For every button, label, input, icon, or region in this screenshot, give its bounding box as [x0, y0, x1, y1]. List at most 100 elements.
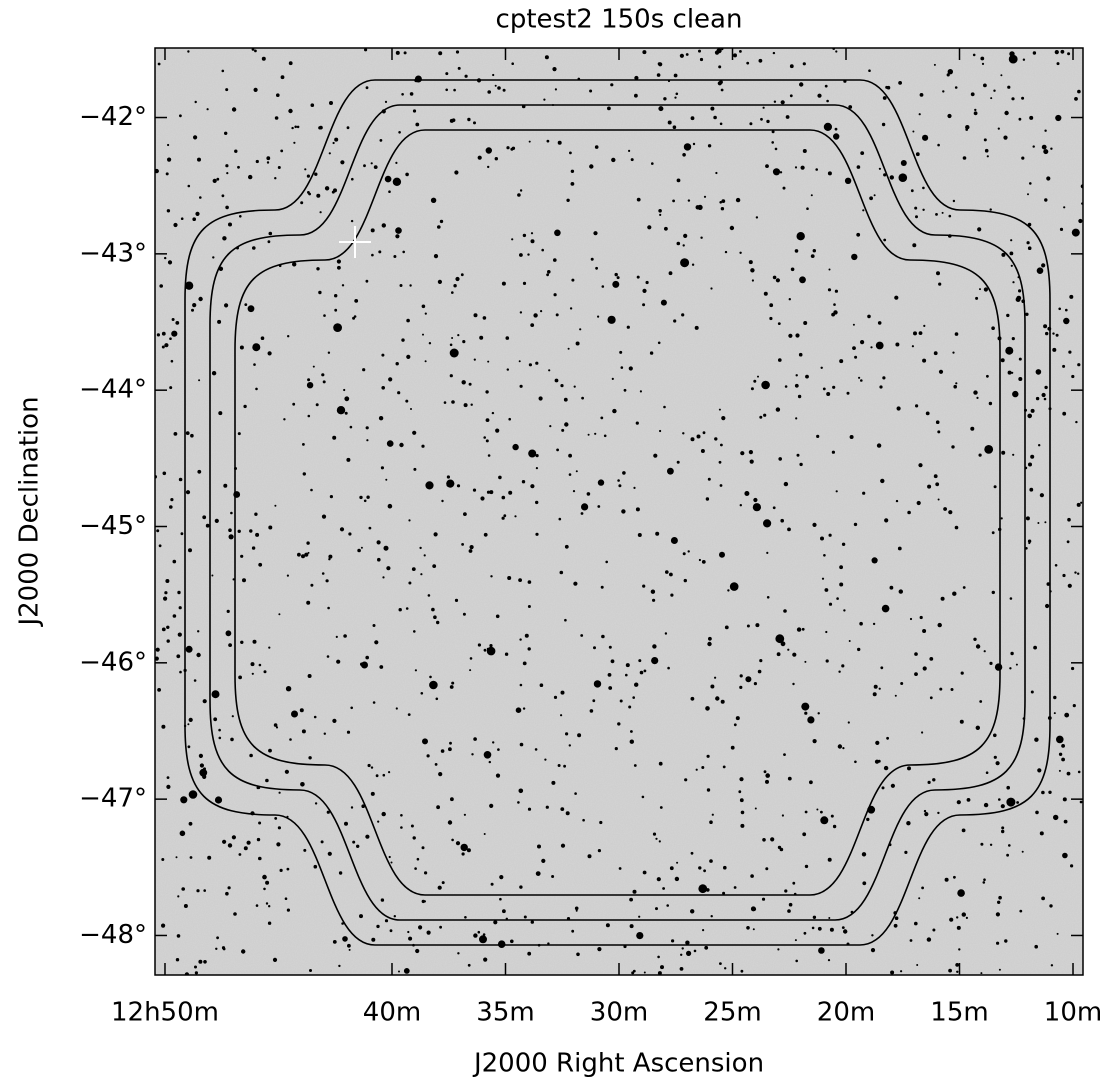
source	[927, 484, 932, 489]
source	[894, 295, 899, 300]
source	[522, 661, 527, 666]
source	[251, 672, 254, 675]
source	[263, 887, 266, 891]
source	[194, 965, 197, 969]
source	[501, 495, 506, 500]
source	[1021, 850, 1024, 853]
source	[501, 516, 505, 520]
source	[746, 624, 750, 628]
source	[719, 962, 722, 965]
source	[286, 574, 289, 577]
source	[724, 967, 727, 970]
source	[483, 957, 488, 962]
source	[882, 96, 887, 100]
source	[366, 495, 370, 499]
source	[605, 560, 608, 564]
source	[1011, 371, 1014, 374]
source	[906, 821, 911, 826]
source	[610, 659, 615, 664]
source	[721, 416, 726, 421]
source	[1012, 453, 1015, 456]
source	[965, 916, 969, 920]
source	[986, 374, 989, 378]
source	[937, 430, 941, 434]
source	[350, 806, 354, 809]
source	[483, 833, 486, 835]
source	[293, 141, 296, 144]
source	[682, 153, 686, 157]
source	[306, 541, 310, 545]
source	[974, 108, 977, 112]
source	[408, 519, 411, 522]
source	[1021, 156, 1025, 160]
source	[916, 500, 921, 506]
source	[553, 293, 557, 297]
source	[455, 50, 460, 54]
source	[618, 867, 622, 870]
source	[407, 713, 411, 716]
source	[462, 340, 466, 344]
source	[983, 287, 989, 292]
source	[693, 949, 697, 953]
source	[339, 527, 345, 532]
source	[846, 391, 850, 395]
source	[171, 318, 175, 321]
source	[952, 351, 955, 354]
source	[593, 680, 602, 688]
source	[827, 857, 832, 862]
source	[572, 490, 576, 493]
source	[912, 243, 917, 248]
source	[217, 319, 222, 324]
source	[407, 930, 410, 934]
source	[199, 768, 208, 777]
source	[1050, 964, 1054, 967]
source	[1072, 704, 1076, 708]
source	[380, 466, 384, 470]
source	[570, 169, 575, 173]
source	[346, 126, 350, 130]
source	[763, 770, 767, 774]
source	[203, 960, 207, 964]
source	[1027, 413, 1032, 419]
source	[665, 570, 669, 574]
pointing-cross	[339, 226, 371, 258]
source	[1004, 939, 1008, 943]
source	[662, 887, 665, 890]
source	[798, 352, 803, 357]
source	[826, 99, 829, 103]
source	[739, 798, 744, 803]
source	[368, 526, 372, 530]
source	[942, 90, 945, 93]
source	[161, 923, 166, 928]
source	[395, 362, 399, 366]
source	[471, 753, 474, 756]
source	[564, 422, 569, 427]
source	[1065, 308, 1068, 312]
source	[985, 771, 989, 774]
source	[255, 532, 260, 537]
source	[634, 93, 638, 98]
source	[639, 670, 644, 675]
source	[405, 172, 409, 177]
source	[656, 877, 661, 882]
source	[225, 164, 229, 168]
source	[1056, 932, 1059, 935]
source	[748, 260, 753, 265]
source	[954, 86, 958, 89]
source	[751, 279, 755, 282]
source	[774, 147, 778, 151]
source	[870, 346, 873, 349]
source	[487, 360, 490, 363]
source	[789, 64, 794, 69]
source	[576, 952, 580, 957]
source	[861, 852, 867, 857]
source	[912, 130, 915, 133]
source	[360, 546, 363, 549]
source	[211, 371, 217, 376]
source	[483, 751, 492, 759]
source	[727, 589, 730, 592]
source	[327, 351, 331, 354]
source	[597, 947, 602, 952]
source	[424, 360, 427, 363]
source	[879, 385, 883, 389]
